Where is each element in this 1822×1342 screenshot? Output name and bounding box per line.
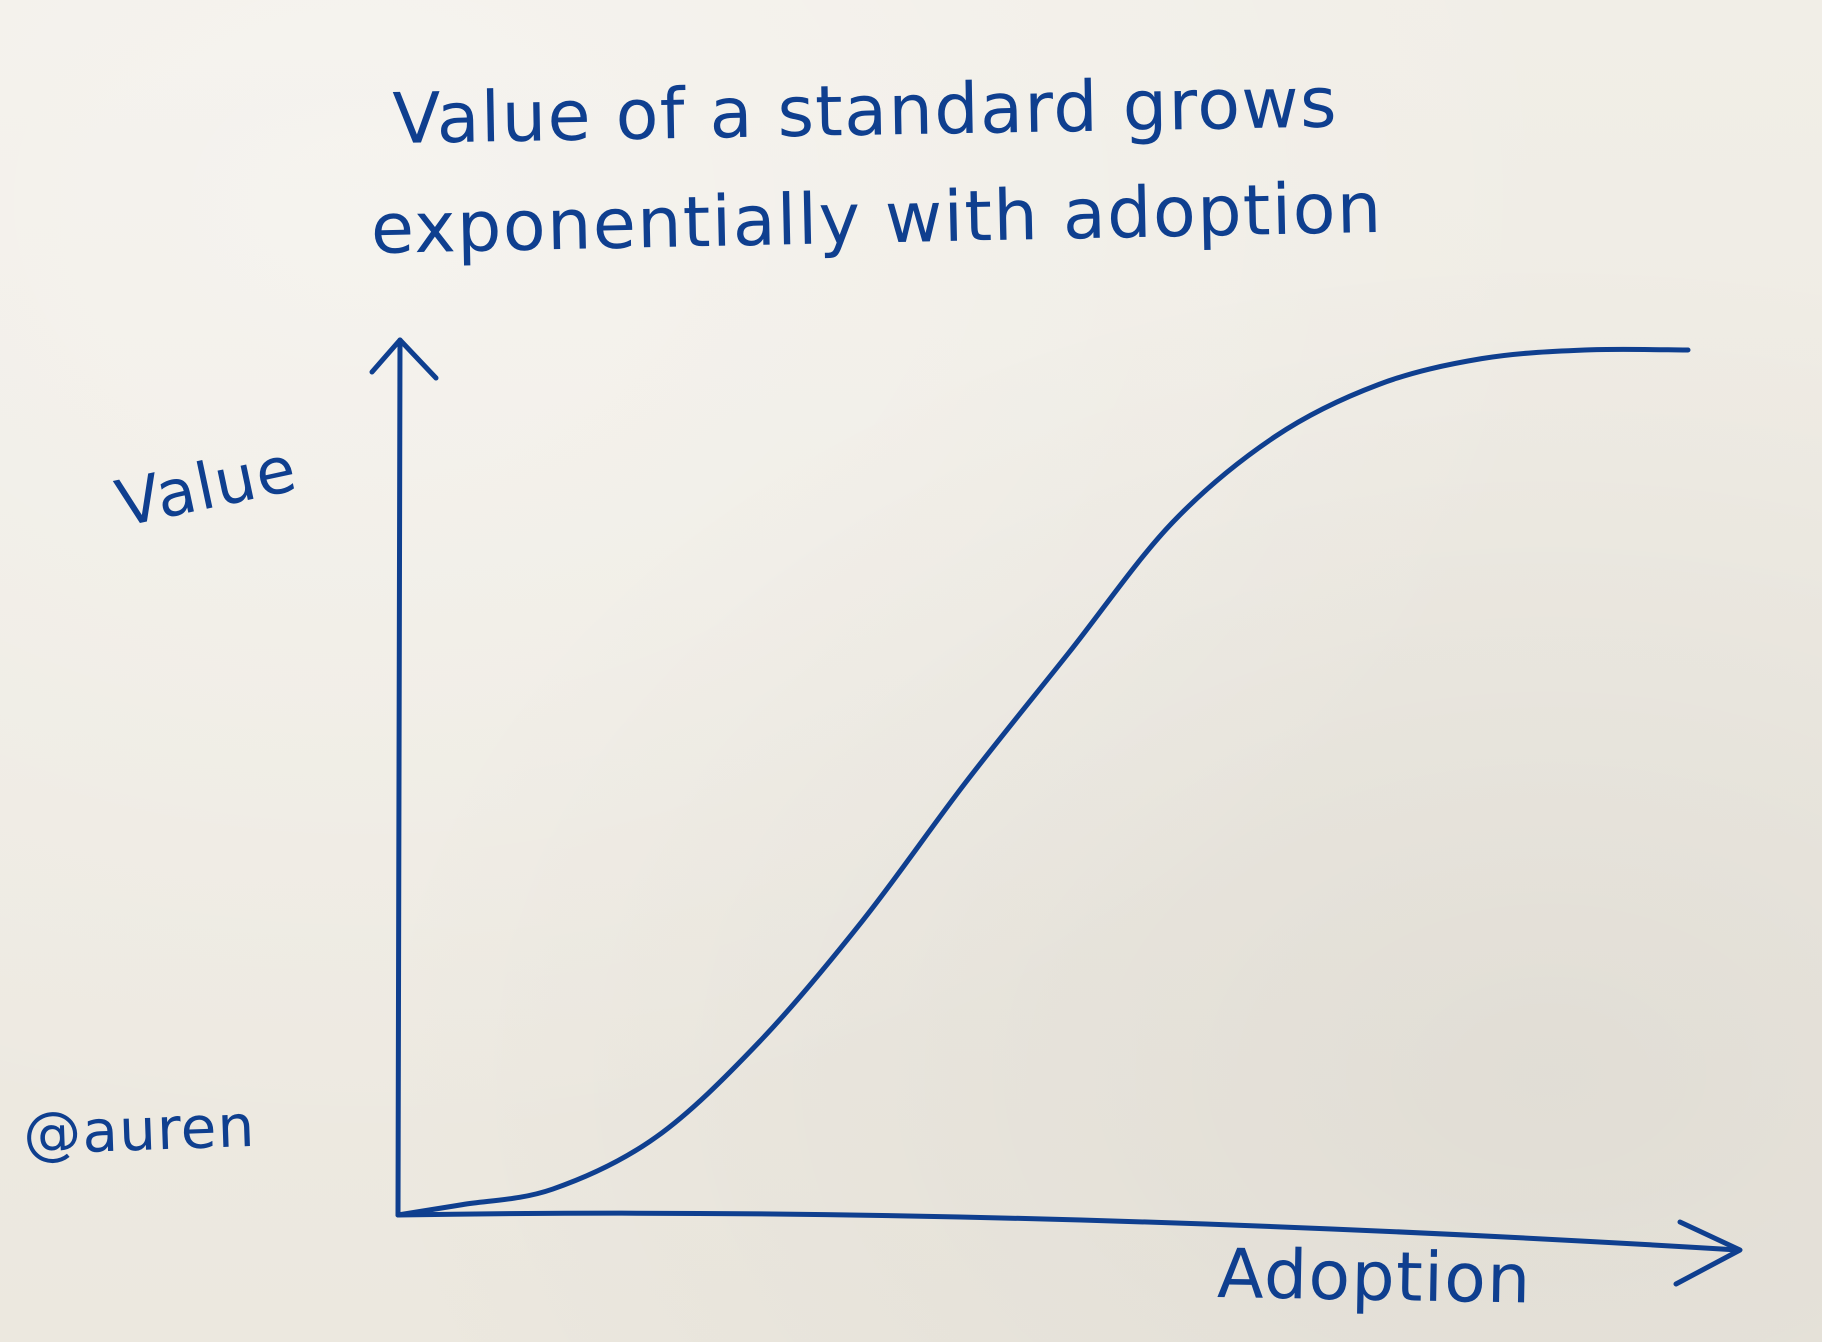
chart-title-line-1: Value of a standard grows	[392, 61, 1339, 160]
series-line-0	[395, 346, 1691, 1218]
author-handle: @auren	[22, 1091, 257, 1168]
y-axis-line	[395, 337, 403, 1218]
chart-axes	[369, 337, 1743, 1287]
x-axis-arrowhead	[1673, 1219, 1743, 1287]
x-axis-line	[395, 1210, 1741, 1253]
series-layer	[395, 346, 1691, 1218]
y-axis-arrowhead	[369, 337, 439, 381]
x-axis-label: Adoption	[1216, 1235, 1533, 1320]
